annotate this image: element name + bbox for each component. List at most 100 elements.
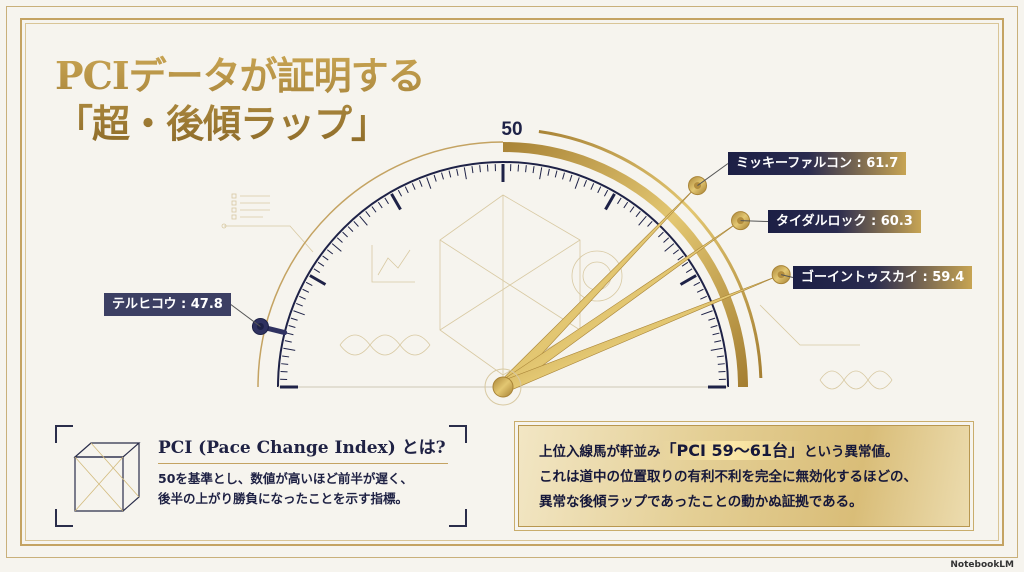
minor-tick — [629, 206, 635, 213]
minor-tick — [305, 281, 313, 287]
minor-tick — [282, 355, 290, 358]
minor-tick — [539, 167, 543, 180]
conclusion-line-2: これは道中の位置取りの有利不利を完全に無効化するほどの、 — [539, 469, 917, 485]
leader-line-0 — [697, 163, 729, 186]
pci-definition-text: 50を基準とし、数値が高いほど前半が遅く、 後半の上がり勝負になったことを示す指標… — [158, 469, 413, 509]
minor-tick — [532, 166, 535, 174]
needle-0 — [498, 185, 698, 392]
minor-tick — [286, 332, 294, 336]
conclusion-highlight: 「PCI 59〜61台」 — [660, 441, 805, 460]
minor-tick — [638, 215, 647, 226]
minor-tick — [317, 261, 325, 267]
minor-tick — [281, 363, 289, 365]
minor-tick — [284, 340, 292, 343]
minor-tick — [635, 210, 641, 218]
minor-tick — [441, 172, 444, 180]
minor-tick — [322, 255, 329, 261]
background-decoration — [221, 193, 893, 390]
divider — [158, 463, 448, 464]
minor-tick — [597, 186, 602, 194]
corner-bracket — [55, 509, 73, 527]
pci-definition-box: PCI (Pace Change Index) とは? 50を基準とし、数値が高… — [55, 425, 467, 527]
horse-label-mickey-falcon: ミッキーファルコン : 61.7 — [728, 152, 907, 175]
outer-frame — [6, 6, 1018, 558]
horse-label-tidal-lock: タイダルロック : 60.3 — [768, 210, 921, 233]
minor-tick — [710, 347, 723, 351]
corner-bracket — [449, 425, 467, 443]
minor-tick — [283, 347, 296, 351]
minor-tick — [714, 340, 722, 343]
minor-tick — [471, 166, 474, 174]
corner-bracket — [449, 509, 467, 527]
conclusion-post: という異常値。 — [804, 444, 899, 460]
minor-tick — [377, 201, 383, 209]
minor-tick — [302, 288, 310, 293]
minor-tick — [623, 201, 629, 209]
hub-ring — [484, 368, 522, 406]
minor-tick — [365, 210, 371, 218]
minor-tick — [404, 186, 409, 194]
minor-tick — [326, 249, 334, 255]
minor-tick — [677, 255, 684, 261]
minor-tick — [562, 172, 565, 180]
pci-definition-heading: PCI (Pace Change Index) とは? — [158, 438, 446, 458]
cube-icon — [73, 442, 141, 512]
definition-line-1: 50を基準とし、数値が高いほど前半が遅く、 — [158, 471, 413, 486]
minor-tick — [603, 189, 609, 197]
horse-label-teruhiko: テルヒコウ : 47.8 — [104, 293, 231, 316]
leader-line-3 — [230, 304, 261, 327]
minor-tick — [342, 231, 348, 238]
gold-range-arc — [502, 142, 748, 388]
minor-tick — [463, 167, 467, 180]
minor-tick — [479, 165, 481, 173]
minor-tick — [717, 363, 725, 365]
minor-tick — [681, 261, 689, 267]
minor-tick — [547, 168, 550, 176]
minor-tick — [313, 268, 321, 273]
gauge-hub — [492, 376, 514, 398]
minor-tick — [397, 189, 403, 197]
outer-thin-arc-right — [538, 130, 763, 379]
minor-tick — [336, 237, 343, 243]
minor-tick — [716, 355, 724, 358]
minor-tick — [617, 197, 622, 205]
minor-tick — [418, 180, 423, 187]
minor-tick — [701, 310, 713, 316]
conclusion-box: 上位入線馬が軒並み「PCI 59〜61台」という異常値。これは道中の位置取りの有… — [518, 425, 970, 527]
minor-tick — [663, 237, 670, 243]
gauge-center-label: 50 — [501, 119, 522, 140]
minor-tick — [353, 220, 359, 227]
minor-tick — [371, 206, 377, 213]
minor-tick — [574, 177, 580, 189]
minor-tick — [708, 317, 716, 321]
corner-bracket — [55, 425, 73, 443]
minor-tick — [710, 325, 718, 328]
conclusion-text: 上位入線馬が軒並み「PCI 59〜61台」という異常値。これは道中の位置取りの有… — [539, 438, 917, 515]
conclusion-line-3: 異常な後傾ラップであったことの動かぬ証拠である。 — [539, 494, 863, 510]
minor-tick — [290, 317, 298, 321]
minor-tick — [448, 170, 452, 178]
minor-tick — [347, 226, 354, 232]
minor-tick — [384, 197, 389, 205]
notebooklm-brand: NotebookLM — [950, 560, 1014, 570]
minor-tick — [647, 220, 653, 227]
major-tick — [390, 193, 402, 211]
conclusion-pre: 上位入線馬が軒並み — [539, 444, 661, 460]
major-tick — [679, 274, 697, 286]
minor-tick — [525, 165, 527, 173]
minor-tick — [569, 174, 573, 182]
minor-tick — [672, 249, 680, 255]
minor-tick — [685, 268, 693, 273]
minor-tick — [554, 170, 558, 178]
dial-rim — [277, 161, 729, 388]
minor-tick — [583, 180, 588, 187]
minor-tick — [700, 295, 707, 300]
minor-tick — [433, 174, 437, 182]
minor-tick — [293, 310, 305, 316]
minor-tick — [426, 177, 432, 189]
minor-tick — [658, 231, 664, 238]
inner-frame — [20, 18, 1004, 546]
major-tick — [309, 274, 327, 286]
minor-tick — [411, 183, 416, 190]
